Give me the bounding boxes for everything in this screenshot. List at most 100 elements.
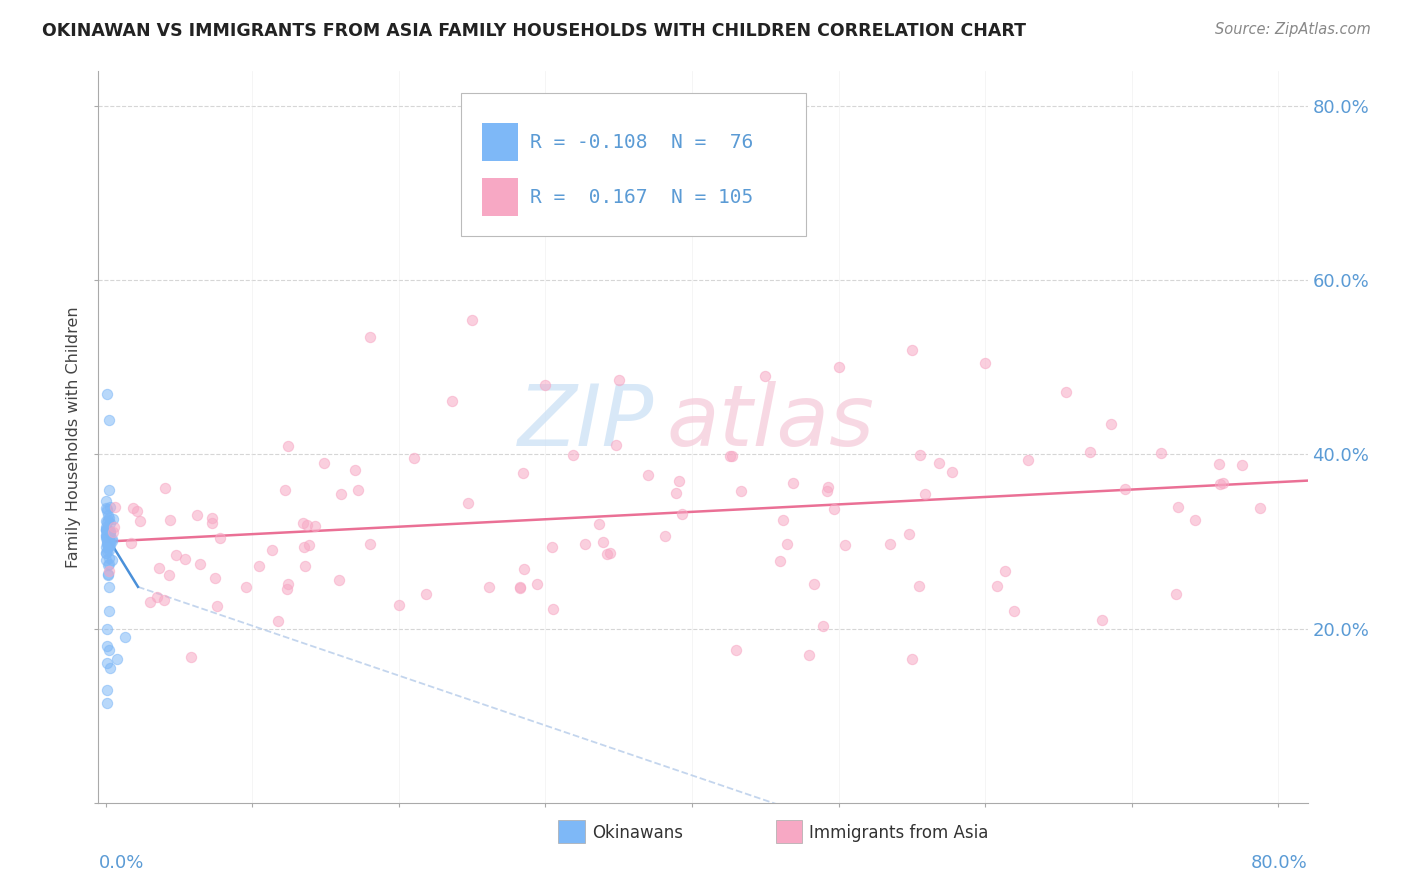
Point bbox=[247, 559, 270, 574]
Point bbox=[901, 652, 924, 666]
FancyBboxPatch shape bbox=[461, 94, 806, 235]
Point bbox=[96, 543, 118, 558]
Point bbox=[97, 536, 120, 550]
Point bbox=[901, 343, 924, 357]
Point bbox=[277, 439, 299, 453]
Text: 80.0%: 80.0% bbox=[1251, 854, 1308, 872]
Point bbox=[295, 518, 318, 533]
Point bbox=[97, 643, 120, 657]
Point bbox=[908, 579, 931, 593]
Point bbox=[98, 581, 121, 595]
Point bbox=[94, 515, 117, 529]
Point bbox=[96, 696, 118, 710]
Point bbox=[94, 523, 117, 537]
Point bbox=[541, 540, 564, 554]
Point bbox=[157, 568, 180, 582]
Point bbox=[1208, 457, 1230, 471]
Point bbox=[159, 513, 181, 527]
Point bbox=[1209, 477, 1232, 491]
Text: Source: ZipAtlas.com: Source: ZipAtlas.com bbox=[1215, 22, 1371, 37]
Point bbox=[574, 536, 596, 550]
Point bbox=[97, 542, 120, 557]
Point bbox=[1099, 417, 1122, 432]
Point bbox=[98, 516, 121, 530]
Point bbox=[347, 483, 370, 498]
Point bbox=[588, 516, 610, 531]
Point bbox=[235, 580, 257, 594]
Point bbox=[94, 531, 117, 545]
Point bbox=[526, 577, 548, 591]
Point bbox=[914, 487, 936, 501]
Point bbox=[312, 456, 335, 470]
FancyBboxPatch shape bbox=[558, 820, 585, 843]
Point bbox=[205, 599, 228, 614]
Point bbox=[671, 507, 693, 521]
Point bbox=[721, 450, 744, 464]
Point bbox=[974, 356, 997, 370]
Point bbox=[100, 553, 122, 567]
Point bbox=[96, 545, 118, 559]
Point bbox=[720, 450, 742, 464]
Point bbox=[97, 533, 120, 548]
Point bbox=[1004, 604, 1026, 618]
Point bbox=[96, 657, 118, 671]
Point bbox=[96, 386, 118, 401]
Point bbox=[1114, 482, 1136, 496]
Point bbox=[827, 360, 849, 375]
Point bbox=[96, 528, 118, 542]
Point bbox=[96, 639, 118, 653]
Point bbox=[799, 648, 821, 662]
Point bbox=[97, 524, 120, 538]
Point bbox=[994, 564, 1017, 578]
Point bbox=[534, 377, 557, 392]
Point bbox=[541, 601, 564, 615]
Point bbox=[754, 369, 776, 384]
Point bbox=[98, 527, 121, 541]
Point bbox=[103, 525, 125, 540]
Text: atlas: atlas bbox=[666, 381, 875, 464]
Point bbox=[201, 516, 224, 530]
Point bbox=[121, 501, 143, 516]
Point bbox=[941, 465, 963, 479]
Point bbox=[180, 649, 202, 664]
Point bbox=[276, 582, 298, 596]
Point bbox=[328, 574, 350, 588]
Point bbox=[668, 474, 690, 488]
Point bbox=[153, 481, 176, 495]
Point bbox=[98, 533, 121, 548]
Text: R =  0.167  N = 105: R = 0.167 N = 105 bbox=[530, 187, 754, 207]
Point bbox=[834, 538, 856, 552]
Point bbox=[1017, 453, 1039, 467]
Point bbox=[908, 448, 931, 462]
Point bbox=[96, 533, 118, 548]
Point bbox=[139, 595, 162, 609]
Point bbox=[96, 523, 118, 537]
Point bbox=[104, 500, 127, 515]
Point bbox=[98, 551, 121, 566]
Point bbox=[457, 496, 479, 510]
Point bbox=[153, 592, 176, 607]
Point bbox=[94, 528, 117, 542]
Point bbox=[97, 566, 120, 581]
Point bbox=[1150, 446, 1173, 460]
Point bbox=[561, 448, 583, 462]
Point bbox=[146, 590, 169, 604]
Point bbox=[96, 524, 118, 538]
Point bbox=[98, 532, 121, 546]
Point bbox=[97, 564, 120, 578]
Point bbox=[298, 538, 321, 552]
Point bbox=[596, 547, 619, 561]
Point bbox=[769, 554, 792, 568]
Y-axis label: Family Households with Children: Family Households with Children bbox=[66, 306, 82, 568]
Point bbox=[97, 513, 120, 527]
Point bbox=[97, 558, 120, 573]
Point bbox=[97, 508, 120, 523]
Point bbox=[415, 587, 437, 601]
Point bbox=[776, 536, 799, 550]
Text: Immigrants from Asia: Immigrants from Asia bbox=[810, 824, 988, 842]
Point bbox=[665, 486, 688, 500]
Point bbox=[815, 484, 838, 499]
Text: 0.0%: 0.0% bbox=[98, 854, 143, 872]
Point bbox=[1212, 476, 1234, 491]
Point bbox=[440, 393, 463, 408]
